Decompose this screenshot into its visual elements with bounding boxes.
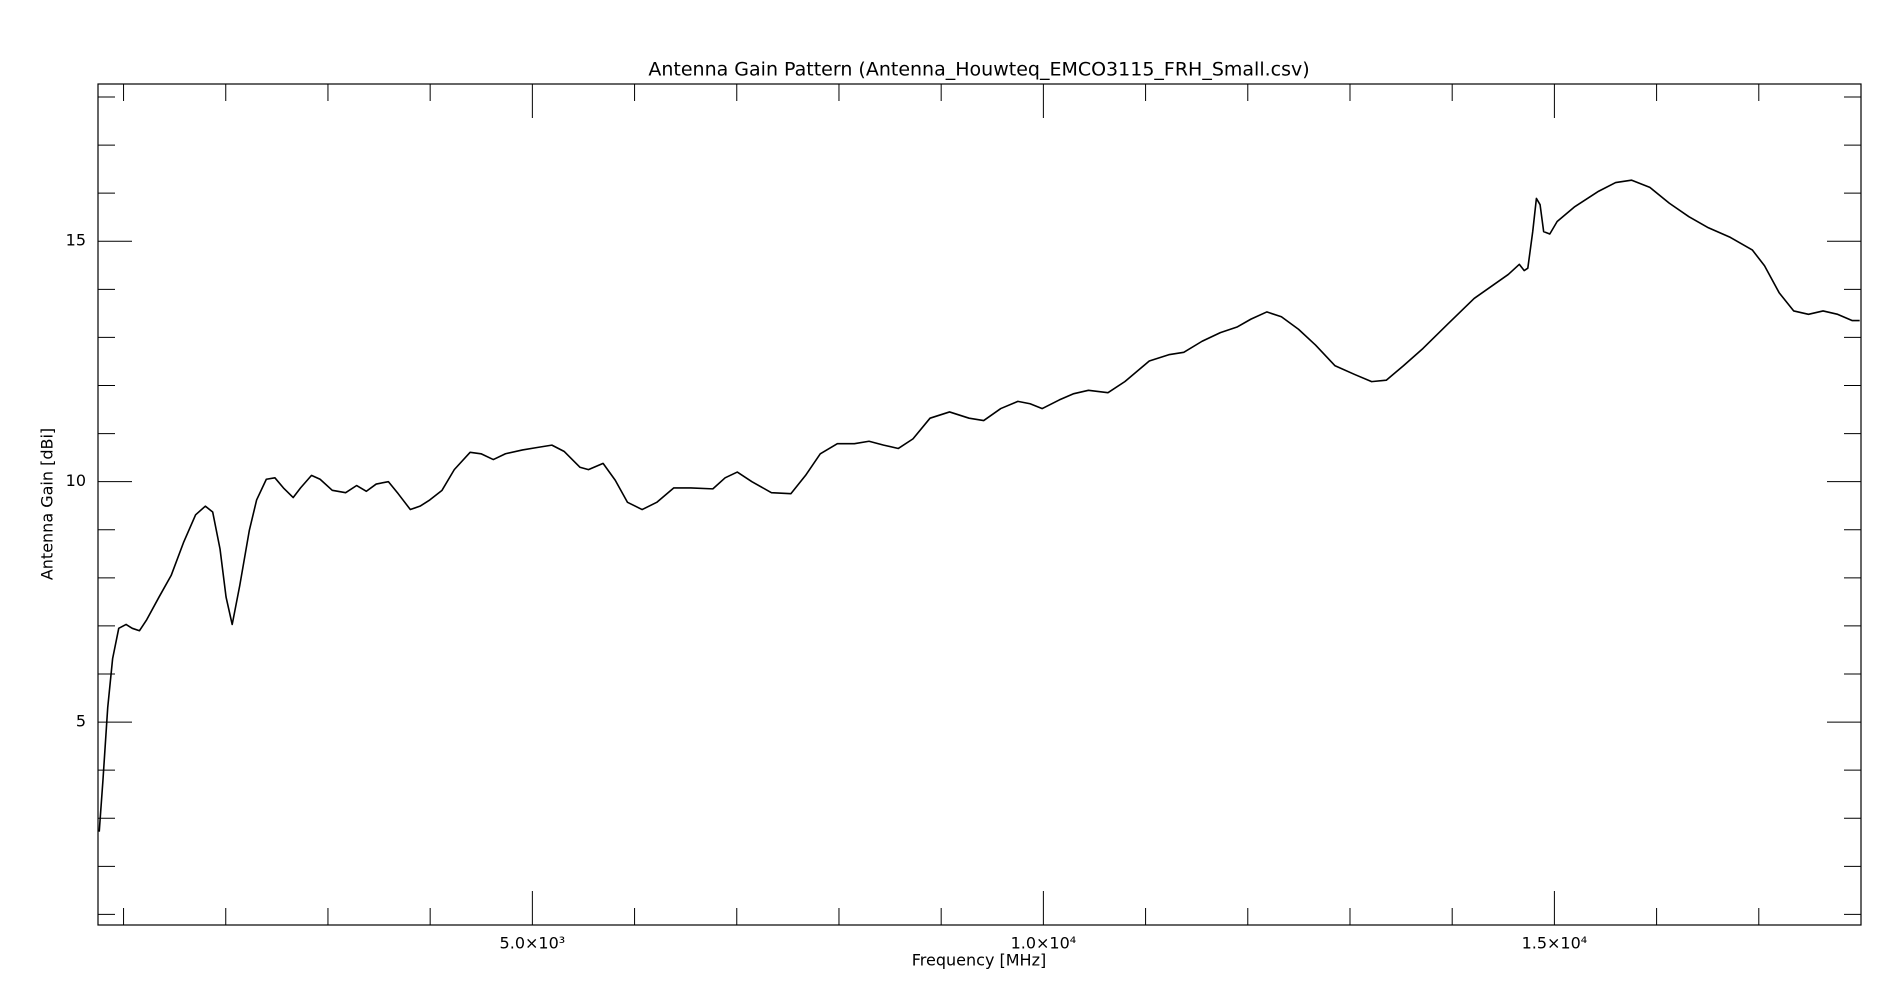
y-tick-label: 15: [66, 231, 86, 250]
y-tick-label: 5: [76, 712, 86, 731]
x-tick-label: 1.0×10⁴: [1011, 934, 1077, 953]
x-axis-label: Frequency [MHz]: [912, 951, 1046, 970]
chart-title: Antenna Gain Pattern (Antenna_Houwteq_EM…: [648, 59, 1309, 81]
plot-frame: [97, 83, 1862, 926]
x-tick-label: 1.5×10⁴: [1522, 934, 1588, 953]
x-tick-label: 5.0×10³: [500, 934, 566, 953]
data-line: [98, 179, 1860, 832]
y-tick-label: 10: [66, 471, 86, 490]
y-axis-label: Antenna Gain [dBi]: [38, 428, 57, 580]
